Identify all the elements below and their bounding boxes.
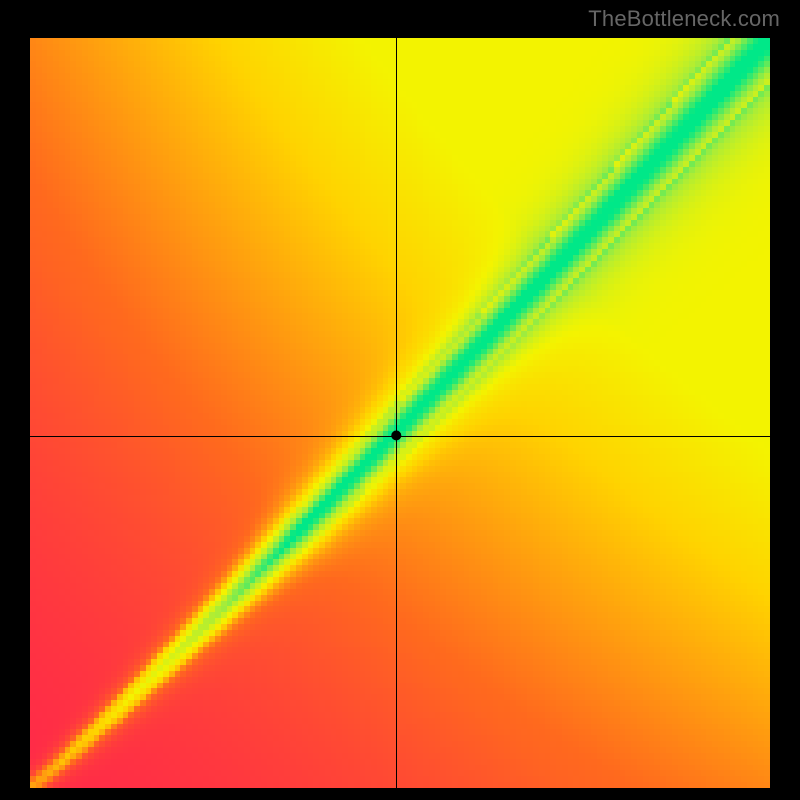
watermark-label: TheBottleneck.com	[588, 6, 780, 32]
chart-frame: { "watermark": { "text": "TheBottleneck.…	[0, 0, 800, 800]
crosshair-overlay	[30, 38, 770, 788]
